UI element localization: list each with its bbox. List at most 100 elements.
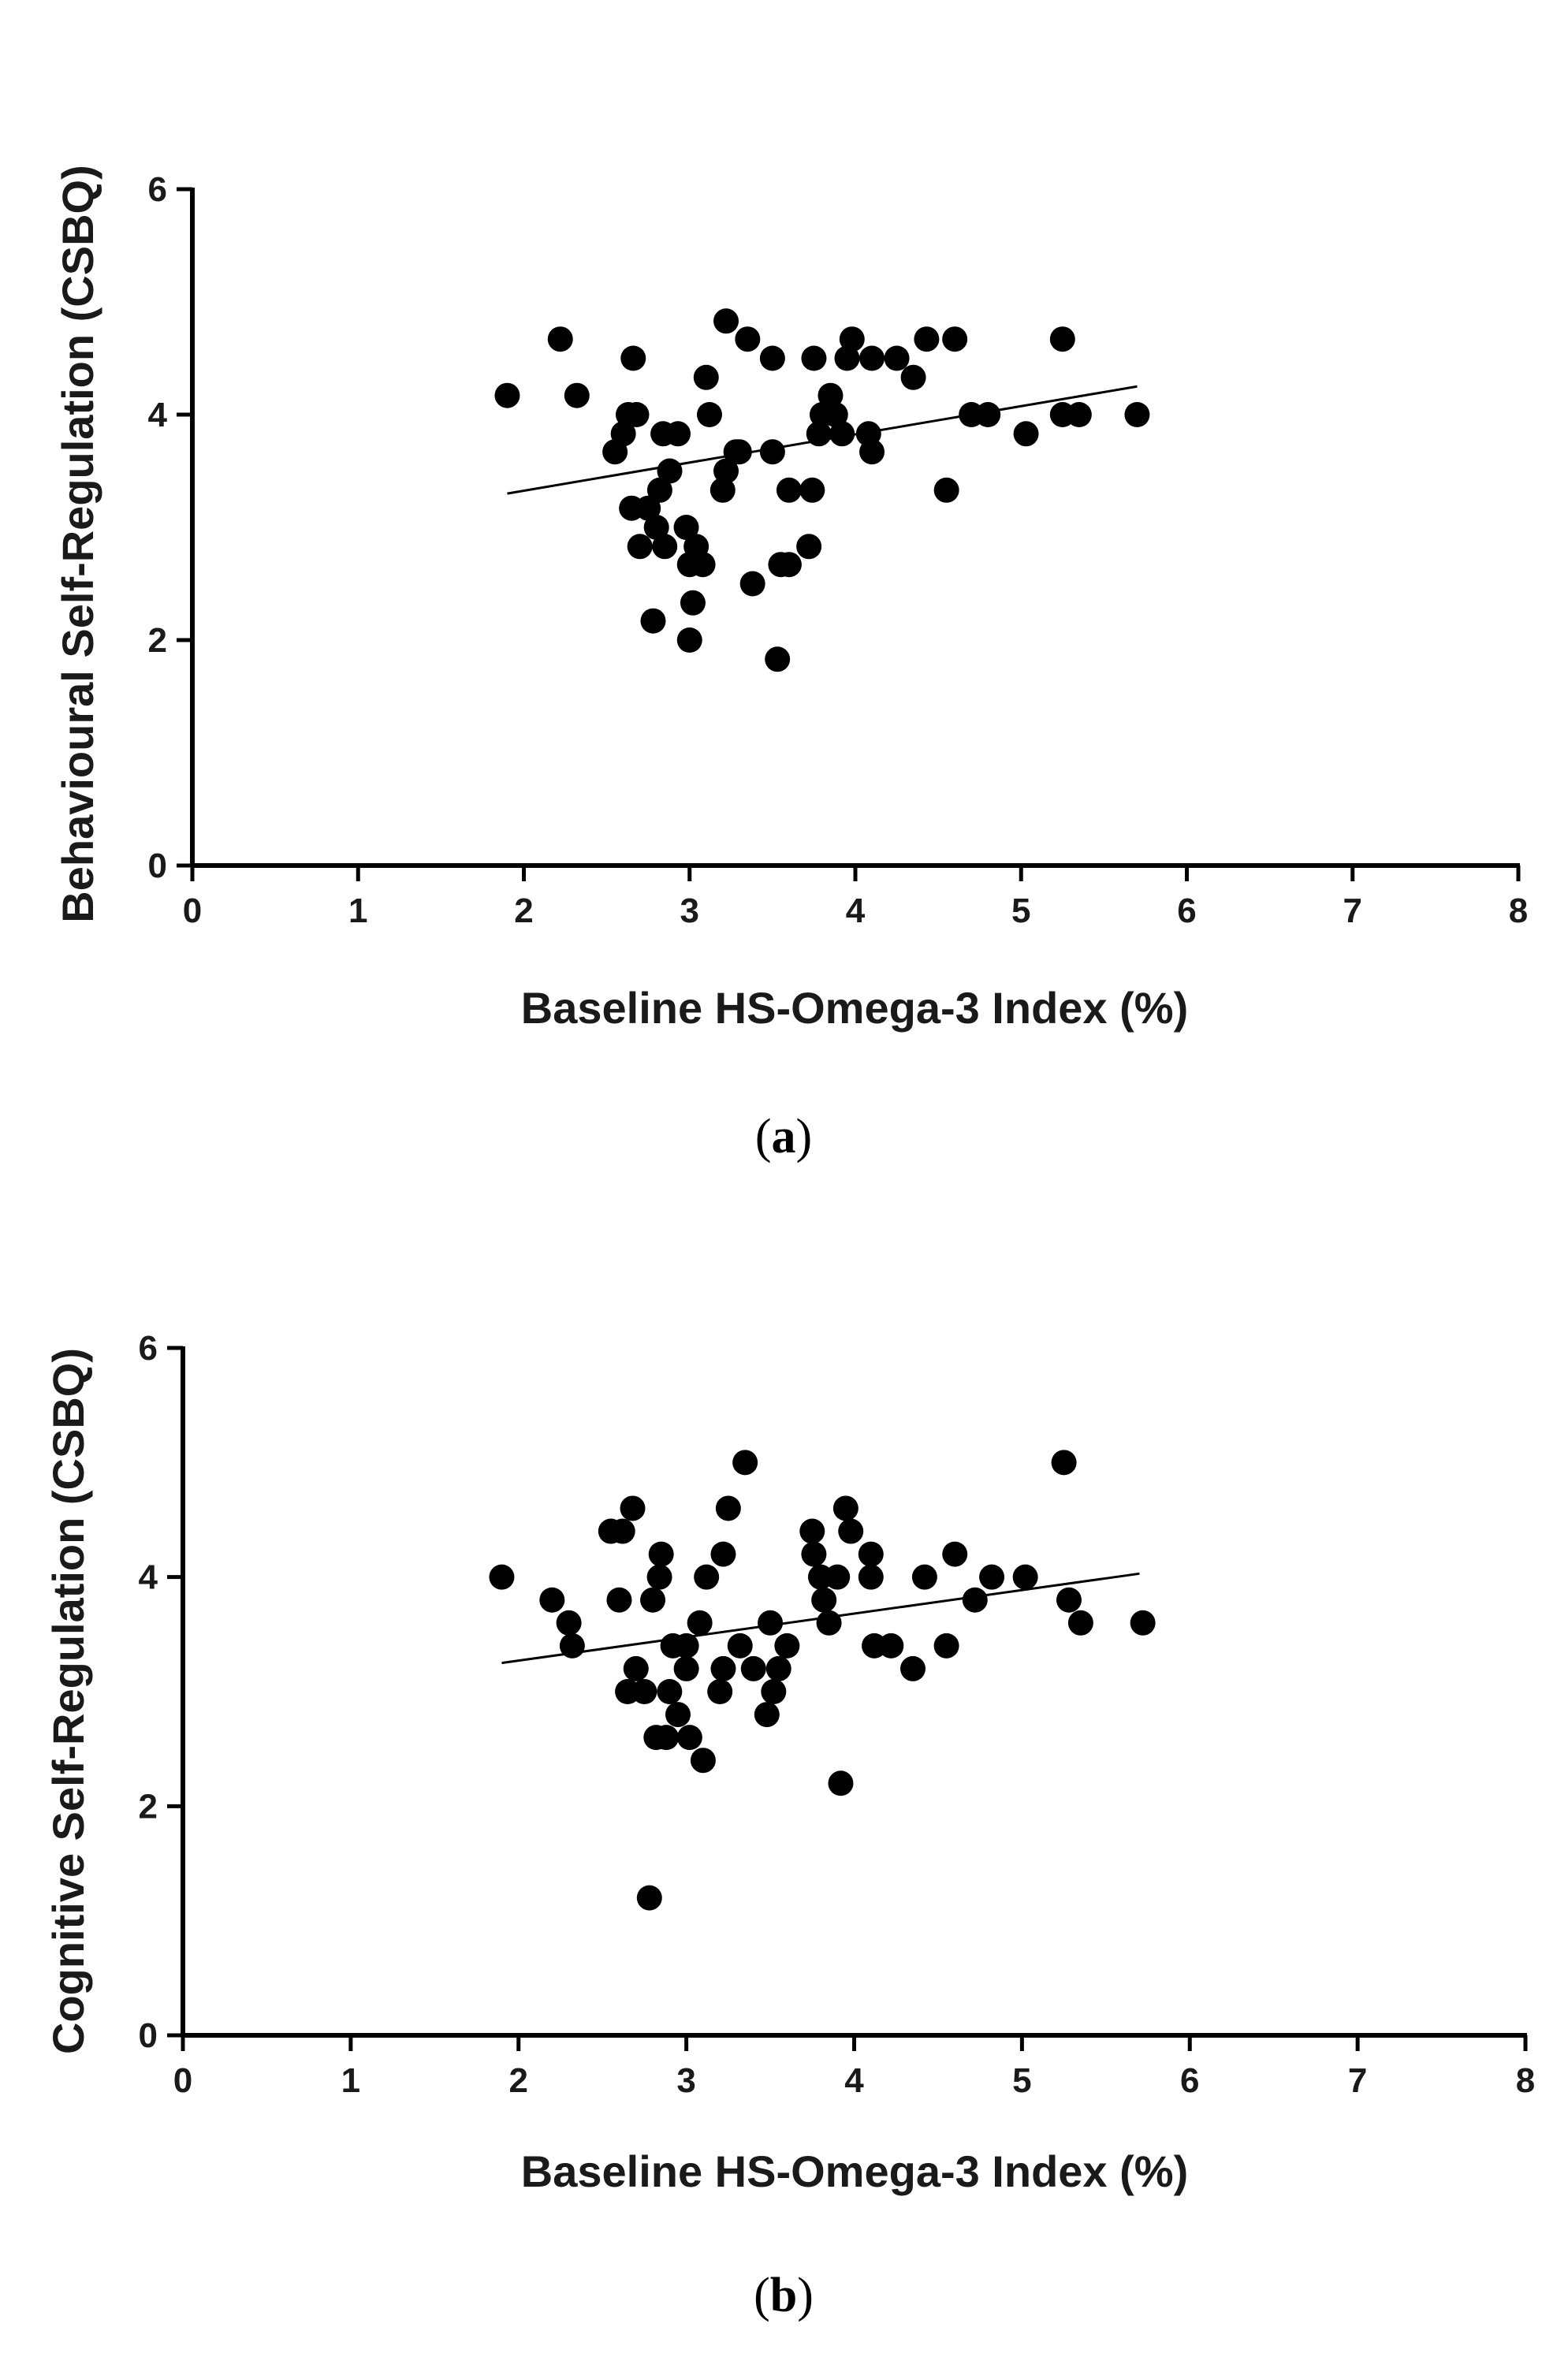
panel-a-ytick-label: 2: [148, 621, 167, 660]
panel-b-label-open: (: [754, 2269, 770, 2322]
panel-b-data-point: [710, 1541, 736, 1567]
panel-a-data-point: [693, 364, 719, 390]
panel-a-data-point: [942, 326, 968, 352]
panel-b-data-point: [673, 1633, 699, 1659]
panel-a-ytick-label: 6: [148, 170, 167, 209]
panel-b-data-point: [687, 1610, 713, 1636]
panel-b-data-point: [631, 1679, 657, 1704]
panel-a-data-point: [640, 608, 666, 634]
panel-a-data-point: [933, 477, 959, 503]
panel-a-data-point: [839, 326, 865, 352]
panel-b-data-point: [1051, 1450, 1077, 1476]
panel-b-xtick-label: 2: [509, 2061, 528, 2100]
panel-b-data-point: [707, 1679, 733, 1704]
panel-a-data-point: [900, 364, 926, 390]
panel-a-data-point: [834, 345, 860, 371]
panel-b-data-point: [832, 1495, 858, 1521]
panel-b-data-point: [1067, 1610, 1093, 1636]
panel-a-data-point: [710, 477, 736, 503]
panel-a-data-point: [1013, 421, 1039, 447]
panel-a-xtick-label: 6: [1177, 892, 1196, 930]
panel-b-data-point: [694, 1564, 720, 1590]
panel-a-data-point: [829, 421, 855, 447]
panel-a-data-point: [673, 515, 699, 540]
panel-b-data-point: [825, 1564, 851, 1590]
panel-b-data-point: [878, 1633, 904, 1659]
panel-b-data-point: [761, 1679, 787, 1704]
panel-a-xtick-label: 1: [348, 892, 367, 930]
panel-a-data-point: [884, 345, 910, 371]
panel-a-xtick-label: 7: [1343, 892, 1362, 930]
panel-a-data-point: [801, 345, 827, 371]
panel-b-label-letter: b: [770, 2269, 797, 2322]
panel-a-data-point: [765, 646, 791, 672]
panel-b-data-point: [559, 1633, 585, 1659]
panel-a-xtick-label: 5: [1011, 892, 1030, 930]
panel-b-data-point: [640, 1587, 666, 1613]
panel-b-xtick-label: 0: [173, 2061, 192, 2100]
panel-b-xtick-label: 8: [1516, 2061, 1535, 2100]
panel-b-data-point: [828, 1770, 854, 1796]
panel-b-data-point: [740, 1655, 766, 1681]
panel-a-data-point: [680, 590, 706, 616]
panel-a-xtick-label: 8: [1509, 892, 1528, 930]
panel-b-data-point: [754, 1702, 780, 1728]
panel-a-label: (a): [755, 1110, 812, 1163]
panel-a-data-point: [914, 326, 940, 352]
panel-a-data-point: [776, 552, 802, 578]
panel-b-data-point: [654, 1725, 680, 1751]
panel-b-data-point: [636, 1885, 662, 1911]
panel-b-data-point: [801, 1541, 827, 1567]
panel-b-data-point: [732, 1450, 758, 1476]
panel-a-xtick-label: 4: [846, 892, 866, 930]
panel-b-data-point: [623, 1655, 649, 1681]
panel-a-data-point: [646, 477, 672, 503]
panel-a-data-point: [635, 495, 661, 521]
panel-b-data-point: [816, 1610, 842, 1636]
panel-b-xtick-label: 3: [676, 2061, 695, 2100]
panel-a-data-point: [822, 402, 848, 427]
panel-b-ytick-label: 2: [139, 1787, 158, 1826]
panel-a-data-point: [1124, 402, 1150, 427]
panel-a-data-point: [652, 534, 678, 560]
panel-b-data-point: [799, 1518, 825, 1544]
panel-b-data-point: [646, 1564, 672, 1590]
panel-b-data-point: [489, 1564, 515, 1590]
panel-b-label-close: ): [797, 2269, 814, 2322]
panel-b-data-point: [606, 1587, 632, 1613]
panel-a-data-point: [624, 402, 650, 427]
panel-b-xtick-label: 6: [1180, 2061, 1199, 2100]
panel-a-ytick-label: 0: [148, 847, 167, 885]
panel-a-ytick-label: 4: [148, 396, 168, 434]
panel-b-data-point: [900, 1655, 926, 1681]
panel-b-data-point: [673, 1655, 699, 1681]
panel-a-label-close: ): [796, 1110, 813, 1163]
panel-b-data-point: [715, 1495, 741, 1521]
panel-b-data-point: [676, 1725, 702, 1751]
panel-a-data-point: [676, 627, 702, 653]
panel-b-data-point: [758, 1610, 784, 1636]
panel-a-data-point: [564, 382, 590, 408]
panel-a-data-point: [547, 326, 573, 352]
panel-a-label-open: (: [755, 1110, 772, 1163]
panel-b-data-point: [979, 1564, 1005, 1590]
panel-a-xlabel: Baseline HS-Omega-3 Index (%): [521, 983, 1188, 1033]
panel-b-xtick-label: 5: [1012, 2061, 1031, 2100]
panel-b-data-point: [539, 1587, 565, 1613]
panel-b-ytick-label: 0: [139, 2016, 158, 2055]
panel-b-ytick-label: 4: [139, 1558, 158, 1597]
panel-b-data-point: [620, 1495, 646, 1521]
panel-a-data-point: [975, 402, 1001, 427]
panel-b-data-point: [765, 1655, 791, 1681]
panel-a-data-point: [610, 421, 636, 447]
panel-a-data-point: [620, 345, 646, 371]
panel-b-xtick-label: 7: [1348, 2061, 1367, 2100]
panel-b-data-point: [942, 1541, 968, 1567]
panel-a-data-point: [643, 515, 669, 540]
panel-a-ylabel: Behavioural Self-Regulation (CSBQ): [53, 165, 102, 922]
panel-a-data-point: [726, 439, 752, 465]
panel-a-xtick-label: 2: [514, 892, 533, 930]
panel-b-data-point: [1130, 1610, 1156, 1636]
panel-b-data-point: [858, 1541, 884, 1567]
